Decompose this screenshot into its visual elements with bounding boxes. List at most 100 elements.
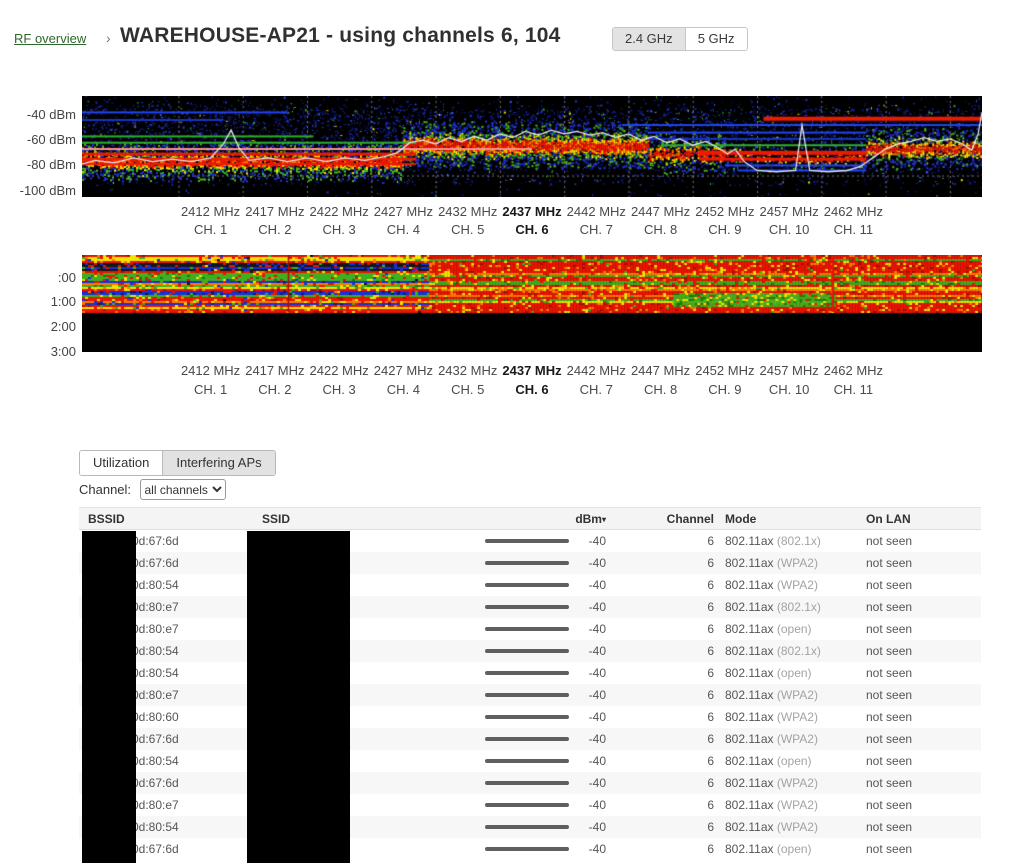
interfering-aps-table: BSSID SSID dBm▾ Channel Mode On LAN 0d:6…	[79, 507, 981, 863]
column-header-mode[interactable]: Mode	[725, 512, 757, 526]
sort-descending-icon: ▾	[601, 515, 606, 524]
mode-security: (802.1x)	[776, 644, 821, 658]
on-lan-value: not seen	[866, 820, 913, 834]
mode-value: 802.11ax (open)	[725, 750, 812, 772]
waterfall-history-chart	[82, 255, 982, 352]
signal-strength-bar	[485, 605, 569, 609]
on-lan-value: not seen	[866, 798, 913, 812]
channel-tick: CH. 11	[833, 222, 874, 237]
on-lan-value: not seen	[866, 776, 913, 790]
channel-select[interactable]: all channels	[139, 479, 226, 500]
mode-value: 802.11ax (open)	[725, 618, 812, 640]
freq-tick: 2462 MHz	[823, 204, 884, 219]
tab-interfering-aps[interactable]: Interfering APs	[162, 451, 275, 475]
table-row: 0d:80:e7 -40 6 802.11ax (802.1x) not seen	[79, 596, 981, 618]
channel-tick: CH. 3	[322, 382, 356, 397]
mode-value: 802.11ax (WPA2)	[725, 772, 818, 794]
channel-tick: CH. 4	[386, 222, 421, 237]
mode-security: (802.1x)	[776, 600, 821, 614]
column-header-channel[interactable]: Channel	[666, 512, 714, 526]
mode-standard: 802.11ax	[725, 578, 774, 592]
mode-standard: 802.11ax	[725, 776, 774, 790]
mode-security: (open)	[776, 842, 812, 856]
mode-security: (WPA2)	[776, 688, 818, 702]
signal-strength-bar	[485, 847, 569, 851]
band-toggle-group: 2.4 GHz 5 GHz	[612, 27, 748, 51]
column-header-bssid[interactable]: BSSID	[88, 512, 125, 526]
channel-tick: CH. 1	[193, 382, 228, 397]
waterfall-y-tick: 1:00	[50, 293, 76, 309]
channel-value: 6	[707, 556, 714, 570]
freq-tick: 2412 MHz	[180, 204, 241, 219]
on-lan-value: not seen	[866, 666, 913, 680]
bssid-value: 0d:80:e7	[132, 600, 179, 614]
mode-standard: 802.11ax	[725, 666, 774, 680]
dbm-value: -40	[588, 644, 606, 658]
tab-utilization[interactable]: Utilization	[80, 451, 163, 475]
waterfall-y-tick: 3:00	[50, 344, 76, 359]
freq-tick: 2427 MHz	[373, 204, 434, 219]
mode-standard: 802.11ax	[725, 622, 774, 636]
channel-tick: CH. 9	[708, 222, 742, 237]
channel-filter-label: Channel:	[79, 482, 132, 497]
freq-tick: 2432 MHz	[438, 363, 498, 378]
freq-tick: 2442 MHz	[566, 204, 626, 219]
spectral-y-tick: -100 dBm	[19, 182, 76, 198]
view-tabs: Utilization Interfering APs	[79, 450, 276, 476]
mode-value: 802.11ax (WPA2)	[725, 816, 818, 838]
channel-value: 6	[707, 534, 714, 548]
freq-tick: 2417 MHz	[245, 204, 305, 219]
on-lan-value: not seen	[866, 578, 913, 592]
mode-security: (WPA2)	[776, 776, 818, 790]
column-header-on-lan[interactable]: On LAN	[866, 512, 911, 526]
column-header-ssid[interactable]: SSID	[262, 512, 291, 526]
bssid-value: 0d:80:e7	[132, 688, 179, 702]
channel-tick: CH. 6	[515, 222, 549, 237]
dbm-value: -40	[588, 622, 606, 636]
channel-tick: CH. 2	[258, 222, 292, 237]
channel-value: 6	[707, 820, 714, 834]
signal-strength-bar	[485, 649, 569, 653]
freq-tick: 2452 MHz	[695, 204, 755, 219]
table-row: 0d:80:54 -40 6 802.11ax (WPA2) not seen	[79, 816, 981, 838]
table-row: 0d:80:54 -40 6 802.11ax (WPA2) not seen	[79, 574, 981, 596]
dbm-header-label: dBm	[575, 512, 602, 526]
channel-value: 6	[707, 732, 714, 746]
band-button-2-4-ghz[interactable]: 2.4 GHz	[613, 28, 685, 50]
mode-security: (WPA2)	[776, 820, 818, 834]
bssid-value: 0d:67:6d	[132, 556, 179, 570]
freq-tick: 2447 MHz	[630, 204, 691, 219]
channel-value: 6	[707, 798, 714, 812]
dbm-value: -40	[588, 776, 606, 790]
dbm-value: -40	[588, 578, 606, 592]
bssid-value: 0d:67:6d	[132, 534, 179, 548]
mode-value: 802.11ax (802.1x)	[725, 596, 821, 618]
channel-tick: CH. 7	[579, 222, 613, 237]
table-row: 0d:80:54 -40 6 802.11ax (open) not seen	[79, 750, 981, 772]
mode-value: 802.11ax (802.1x)	[725, 640, 821, 662]
table-row: 0d:80:e7 -40 6 802.11ax (open) not seen	[79, 618, 981, 640]
freq-tick: 2417 MHz	[245, 363, 305, 378]
freq-tick: 2452 MHz	[695, 363, 755, 378]
bssid-value: 0d:80:54	[132, 644, 179, 658]
breadcrumb-rf-overview-link[interactable]: RF overview	[14, 31, 87, 46]
channel-value: 6	[707, 842, 714, 856]
dbm-value: -40	[588, 688, 606, 702]
signal-strength-bar	[485, 693, 569, 697]
mode-value: 802.11ax (WPA2)	[725, 684, 818, 706]
freq-tick: 2447 MHz	[630, 363, 691, 378]
channel-tick: CH. 6	[515, 382, 549, 397]
mode-security: (open)	[776, 666, 812, 680]
column-header-dbm[interactable]: dBm▾	[509, 508, 606, 530]
dbm-value: -40	[588, 600, 606, 614]
on-lan-value: not seen	[866, 842, 913, 856]
freq-tick: 2457 MHz	[759, 204, 819, 219]
bssid-value: 0d:80:e7	[132, 798, 179, 812]
band-button-5-ghz[interactable]: 5 GHz	[684, 28, 747, 50]
channel-tick: CH. 2	[258, 382, 292, 397]
freq-tick: 2437 MHz	[502, 204, 562, 219]
mode-standard: 802.11ax	[725, 754, 774, 768]
channel-value: 6	[707, 622, 714, 636]
dbm-value: -40	[588, 666, 606, 680]
freq-tick: 2432 MHz	[438, 204, 498, 219]
